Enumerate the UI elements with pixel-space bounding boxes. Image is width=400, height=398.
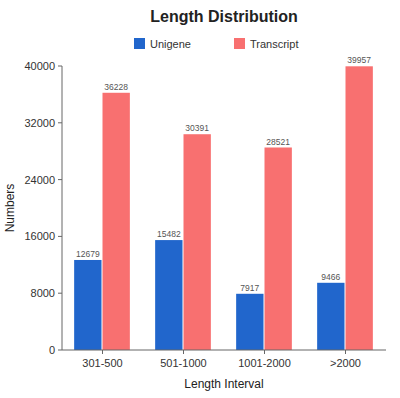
tick-label: 8000	[31, 287, 55, 299]
legend-swatch	[234, 38, 245, 49]
tick-label: 40000	[24, 60, 55, 72]
x-axis-line	[62, 350, 386, 351]
tick-label: 301-500	[82, 357, 122, 369]
tick-mark	[58, 236, 62, 237]
tick-mark	[58, 350, 62, 351]
title: Length Distribution	[150, 8, 298, 25]
tick-label: 32000	[24, 117, 55, 129]
legend-label: Transcript	[250, 38, 299, 50]
legend-swatch	[134, 38, 145, 49]
legend-label: Unigene	[150, 38, 191, 50]
data-label: 39957	[347, 55, 371, 65]
bars	[74, 66, 373, 350]
bar	[265, 148, 292, 350]
tick-mark	[345, 350, 346, 354]
tick-label: 501-1000	[160, 357, 207, 369]
data-label: 36228	[104, 82, 128, 92]
data-label: 9466	[321, 272, 340, 282]
bar	[74, 260, 101, 350]
tick-label: >2000	[330, 357, 361, 369]
tick-mark	[183, 350, 184, 354]
data-label: 7917	[240, 283, 259, 293]
chart-container: Length Distribution 0 8000 16000 24000 32000 4…	[0, 0, 400, 398]
legend: Unigene Transcript	[134, 38, 299, 50]
tick-mark	[264, 350, 265, 354]
bar	[155, 240, 182, 350]
bar	[346, 66, 373, 350]
tick-mark	[58, 293, 62, 294]
bar	[317, 283, 344, 350]
bar	[103, 93, 130, 350]
tick-label: 1001-2000	[238, 357, 291, 369]
tick-label: 24000	[24, 174, 55, 186]
y-axis-label: Numbers	[3, 184, 17, 233]
data-label: 15482	[157, 229, 181, 239]
bar	[236, 294, 263, 350]
data-label: 30391	[185, 123, 209, 133]
tick-label: 16000	[24, 230, 55, 242]
tick-mark	[102, 350, 103, 354]
data-label: 12679	[76, 249, 100, 259]
chart: Length Distribution 0 8000 16000 24000 32000 4…	[0, 0, 400, 398]
data-labels: 12679 15482 7917 9466 36228 30391 28521 39957	[76, 55, 371, 292]
bar	[184, 134, 211, 350]
tick-mark	[58, 179, 62, 180]
y-axis-line	[62, 66, 63, 350]
tick-mark	[58, 122, 62, 123]
tick-mark	[58, 66, 62, 67]
x-axis-label: Length Interval	[184, 377, 263, 391]
tick-label: 0	[49, 344, 55, 356]
data-label: 28521	[266, 137, 290, 147]
